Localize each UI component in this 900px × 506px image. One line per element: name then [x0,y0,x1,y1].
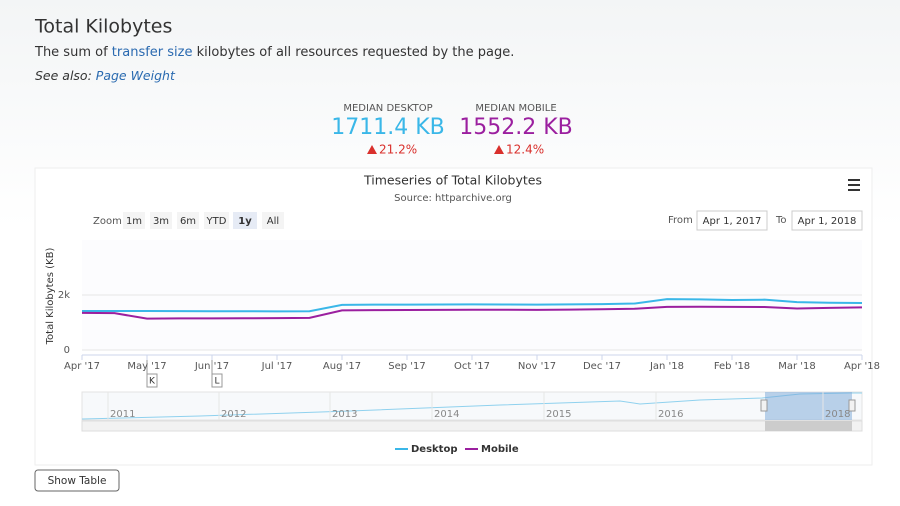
navigator-label: 2014 [434,409,459,420]
zoom-button-label: 1y [238,216,252,227]
x-tick-label: May '17 [127,361,166,372]
from-input[interactable] [696,210,768,231]
navigator[interactable] [81,391,863,432]
metric-label: MEDIAN MOBILE [475,103,556,114]
navigator-label: 2018 [825,409,850,420]
page-title: Total Kilobytes [34,16,172,38]
x-tick-label: Apr '18 [844,361,880,372]
navigator-label: 2015 [546,409,571,420]
zoom-label: Zoom [93,216,122,227]
description: The sum of transfer size kilobytes of al… [34,45,514,60]
see-also-label: See also: [35,68,92,83]
zoom-button[interactable] [262,212,284,229]
zoom-button-label: All [267,216,279,227]
metric-label: MEDIAN DESKTOP [343,103,432,114]
zoom-button[interactable] [177,212,199,229]
from-value: Apr 1, 2017 [703,216,762,227]
metric-change: 21.2% [379,143,417,157]
navigator-label: 2013 [332,409,357,420]
x-tick-label: Sep '17 [388,361,426,372]
series-line [81,305,863,320]
x-tick-label: Jul '17 [261,361,293,372]
legend-label[interactable]: Mobile [481,444,519,455]
navigator-label: 2016 [658,409,683,420]
to-label: To [775,215,787,226]
x-tick-label: Jun '17 [194,361,229,372]
zoom-button[interactable] [150,212,172,229]
description-text: kilobytes of all resources requested by … [197,45,515,60]
metric-value: 1711.4 KB [331,115,445,140]
navigator-label: 2012 [221,409,246,420]
y-tick-label: 2k [58,290,70,301]
link[interactable]: transfer size [112,45,193,60]
x-tick-label: Nov '17 [518,361,556,372]
zoom-button-label: 1m [126,216,142,227]
navigator-label: 2011 [110,409,135,420]
x-tick-label: Feb '18 [714,361,750,372]
zoom-button[interactable] [123,212,145,229]
x-tick-label: Aug '17 [323,361,361,372]
x-tick-label: Jan '18 [649,361,684,372]
from-label: From [668,215,693,226]
legend-label[interactable]: Desktop [411,444,458,455]
x-tick-label: Mar '18 [778,361,816,372]
chart-title: Timeseries of Total Kilobytes [363,173,542,188]
up-arrow [494,145,504,154]
up-arrow [367,145,377,154]
see-also: See also: Page Weight [35,68,176,83]
zoom-button[interactable] [204,212,229,229]
metric-value: 1552.2 KB [459,115,573,140]
menu-button[interactable] [848,179,860,191]
y-tick-label: 0 [64,345,70,356]
y-axis-label: Total Kilobytes (KB) [45,248,56,346]
flag-label: L [214,377,219,387]
to-value: Apr 1, 2018 [798,216,857,227]
description-text: The sum of [34,45,108,60]
zoom-button-label: 3m [153,216,169,227]
button-label: Show Table [48,475,107,487]
to-input[interactable] [791,210,863,231]
zoom-button-label: YTD [206,216,227,227]
x-tick-label: Oct '17 [454,361,490,372]
metric-change: 12.4% [506,143,544,157]
zoom-button[interactable] [233,212,257,229]
zoom-button-label: 6m [180,216,196,227]
x-tick-label: Dec '17 [583,361,621,372]
flag-label: K [149,377,156,387]
x-tick-label: Apr '17 [64,361,100,372]
link[interactable]: Page Weight [96,68,176,83]
show-table-button[interactable] [34,469,120,492]
chart-subtitle: Source: httparchive.org [394,193,512,204]
series-line [82,298,863,313]
